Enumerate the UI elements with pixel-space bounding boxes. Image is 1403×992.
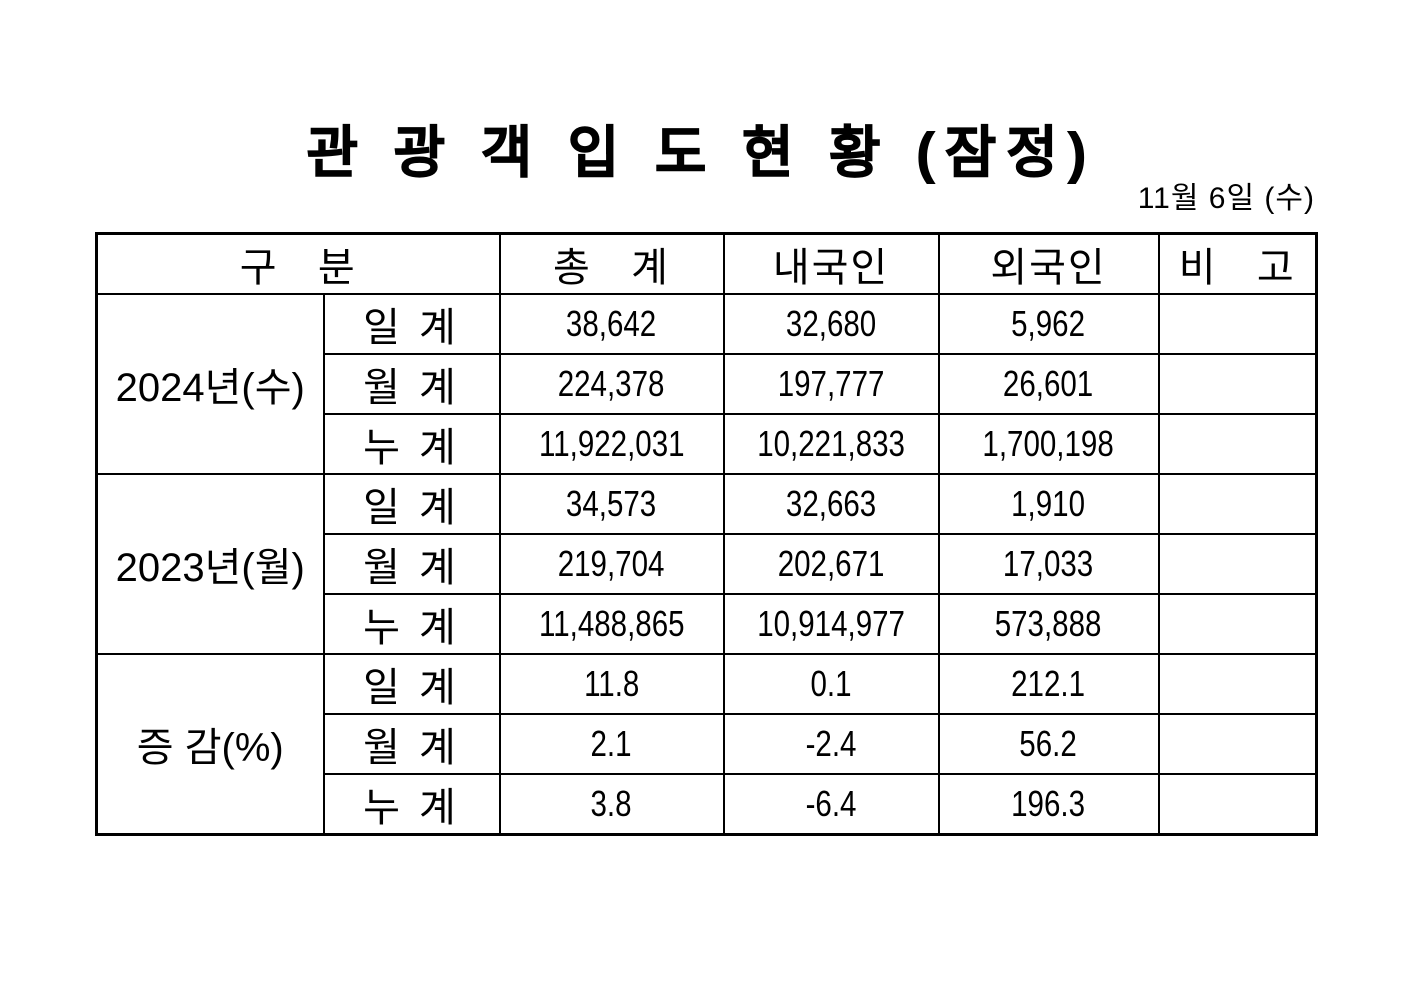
cell-remarks <box>1157 593 1318 655</box>
value-text: 573,888 <box>995 603 1102 644</box>
cell-foreign: 17,033 <box>937 533 1160 595</box>
cell-total: 2.1 <box>498 713 725 775</box>
value-text: 2.1 <box>590 723 633 764</box>
cell-foreign: 1,910 <box>937 473 1160 535</box>
row-label-cumulative: 누 계 <box>322 593 501 655</box>
row-label-monthly: 월 계 <box>322 713 501 775</box>
value-text: 26,601 <box>1003 363 1094 404</box>
row-label-cumulative: 누 계 <box>322 413 501 475</box>
cell-domestic: 0.1 <box>722 653 940 715</box>
value-text: 10,221,833 <box>757 423 905 464</box>
tourist-arrivals-table: 구 분 총 계 내국인 외국인 비 고 2024년(수) 일 계 38,642 … <box>95 232 1319 836</box>
table-row: 월 계 219,704 202,671 17,033 <box>97 533 1318 595</box>
cell-total: 11,922,031 <box>498 413 725 475</box>
value-text: 32,680 <box>785 303 877 344</box>
page-title: 관 광 객 입 도 현 황 (잠정) <box>306 121 1097 185</box>
cell-total: 34,573 <box>498 473 725 535</box>
value-text: 5,962 <box>1011 303 1086 344</box>
header-foreign: 외국인 <box>937 232 1160 295</box>
value-text: 0.1 <box>810 663 852 704</box>
table-row: 2023년(월) 일 계 34,573 32,663 1,910 <box>95 473 1318 655</box>
value-text: 10,914,977 <box>757 603 905 644</box>
value-text: 202,671 <box>777 543 885 584</box>
group-label-2023: 2023년(월) <box>95 473 325 655</box>
group-label-2024: 2024년(수) <box>95 293 325 475</box>
value-text: 197,777 <box>777 363 885 404</box>
value-text: 11,488,865 <box>538 603 685 644</box>
cell-total: 11.8 <box>498 653 725 715</box>
cell-foreign: 196.3 <box>937 773 1160 836</box>
table-row: 누 계 11,488,865 10,914,977 573,888 <box>97 593 1318 655</box>
value-text: 3.8 <box>590 783 633 824</box>
value-text: 34,573 <box>566 483 657 524</box>
cell-total: 3.8 <box>498 773 725 836</box>
table-row: 증 감(%) 일 계 11.8 0.1 212.1 <box>95 653 1318 836</box>
row-label-daily: 일 계 <box>322 473 501 535</box>
cell-total: 224,378 <box>498 353 725 415</box>
value-text: 224,378 <box>558 363 665 404</box>
table-row: 2024년(수) 일 계 38,642 32,680 5,962 <box>95 293 1318 475</box>
cell-foreign: 56.2 <box>937 713 1160 775</box>
table-row: 월 계 224,378 197,777 26,601 <box>97 353 1318 415</box>
row-label-cumulative: 누 계 <box>322 773 501 836</box>
value-text: 212.1 <box>1011 663 1086 704</box>
value-text: 38,642 <box>566 303 657 344</box>
value-text: 11,922,031 <box>538 423 685 464</box>
cell-domestic: 202,671 <box>722 533 940 595</box>
table-row: 월 계 2.1 -2.4 56.2 <box>97 713 1318 775</box>
row-label-monthly: 월 계 <box>322 533 501 595</box>
cell-remarks <box>1157 653 1318 715</box>
row-label-daily: 일 계 <box>322 293 501 355</box>
cell-total: 11,488,865 <box>498 593 725 655</box>
header-remarks: 비 고 <box>1157 232 1318 295</box>
cell-remarks <box>1157 773 1318 836</box>
cell-remarks <box>1157 473 1318 535</box>
cell-foreign: 1,700,198 <box>937 413 1160 475</box>
cell-domestic: 10,221,833 <box>722 413 940 475</box>
value-text: 32,663 <box>785 483 877 524</box>
cell-remarks <box>1157 533 1318 595</box>
cell-remarks <box>1157 713 1318 775</box>
cell-foreign: 26,601 <box>937 353 1160 415</box>
value-text: 219,704 <box>558 543 665 584</box>
cell-foreign: 573,888 <box>937 593 1160 655</box>
cell-remarks <box>1157 293 1318 355</box>
value-text: 17,033 <box>1003 543 1094 584</box>
value-text: 1,700,198 <box>982 423 1115 464</box>
cell-foreign: 5,962 <box>937 293 1160 355</box>
header-category: 구 분 <box>95 232 501 295</box>
table-row: 누 계 11,922,031 10,221,833 1,700,198 <box>97 413 1318 475</box>
report-date: 11월 6일 (수) <box>1137 182 1315 215</box>
cell-domestic: 197,777 <box>722 353 940 415</box>
value-text: 196.3 <box>1011 783 1086 824</box>
table-row: 누 계 3.8 -6.4 196.3 <box>97 773 1318 836</box>
cell-domestic: -6.4 <box>722 773 940 836</box>
cell-remarks <box>1157 353 1318 415</box>
value-text: -6.4 <box>805 783 857 824</box>
cell-domestic: -2.4 <box>722 713 940 775</box>
header-domestic: 내국인 <box>722 232 940 295</box>
header-total: 총 계 <box>498 232 725 295</box>
cell-total: 219,704 <box>498 533 725 595</box>
value-text: -2.4 <box>805 723 857 764</box>
cell-total: 38,642 <box>498 293 725 355</box>
value-text: 11.8 <box>583 663 640 704</box>
cell-remarks <box>1157 413 1318 475</box>
cell-domestic: 32,680 <box>722 293 940 355</box>
value-text: 1,910 <box>1011 483 1086 524</box>
header-row: 구 분 총 계 내국인 외국인 비 고 <box>95 232 1318 295</box>
value-text: 56.2 <box>1019 723 1078 764</box>
cell-domestic: 32,663 <box>722 473 940 535</box>
row-label-daily: 일 계 <box>322 653 501 715</box>
row-label-monthly: 월 계 <box>322 353 501 415</box>
cell-foreign: 212.1 <box>937 653 1160 715</box>
cell-domestic: 10,914,977 <box>722 593 940 655</box>
group-label-change-pct: 증 감(%) <box>95 653 325 836</box>
